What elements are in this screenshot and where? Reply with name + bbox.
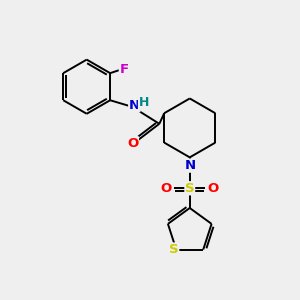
Text: N: N — [185, 159, 196, 172]
Text: O: O — [160, 182, 172, 195]
Text: S: S — [185, 182, 195, 195]
Text: O: O — [127, 137, 139, 150]
Text: S: S — [169, 243, 179, 256]
Text: N: N — [129, 99, 140, 112]
Text: F: F — [119, 63, 129, 76]
Text: H: H — [139, 96, 149, 109]
Text: O: O — [208, 182, 219, 195]
